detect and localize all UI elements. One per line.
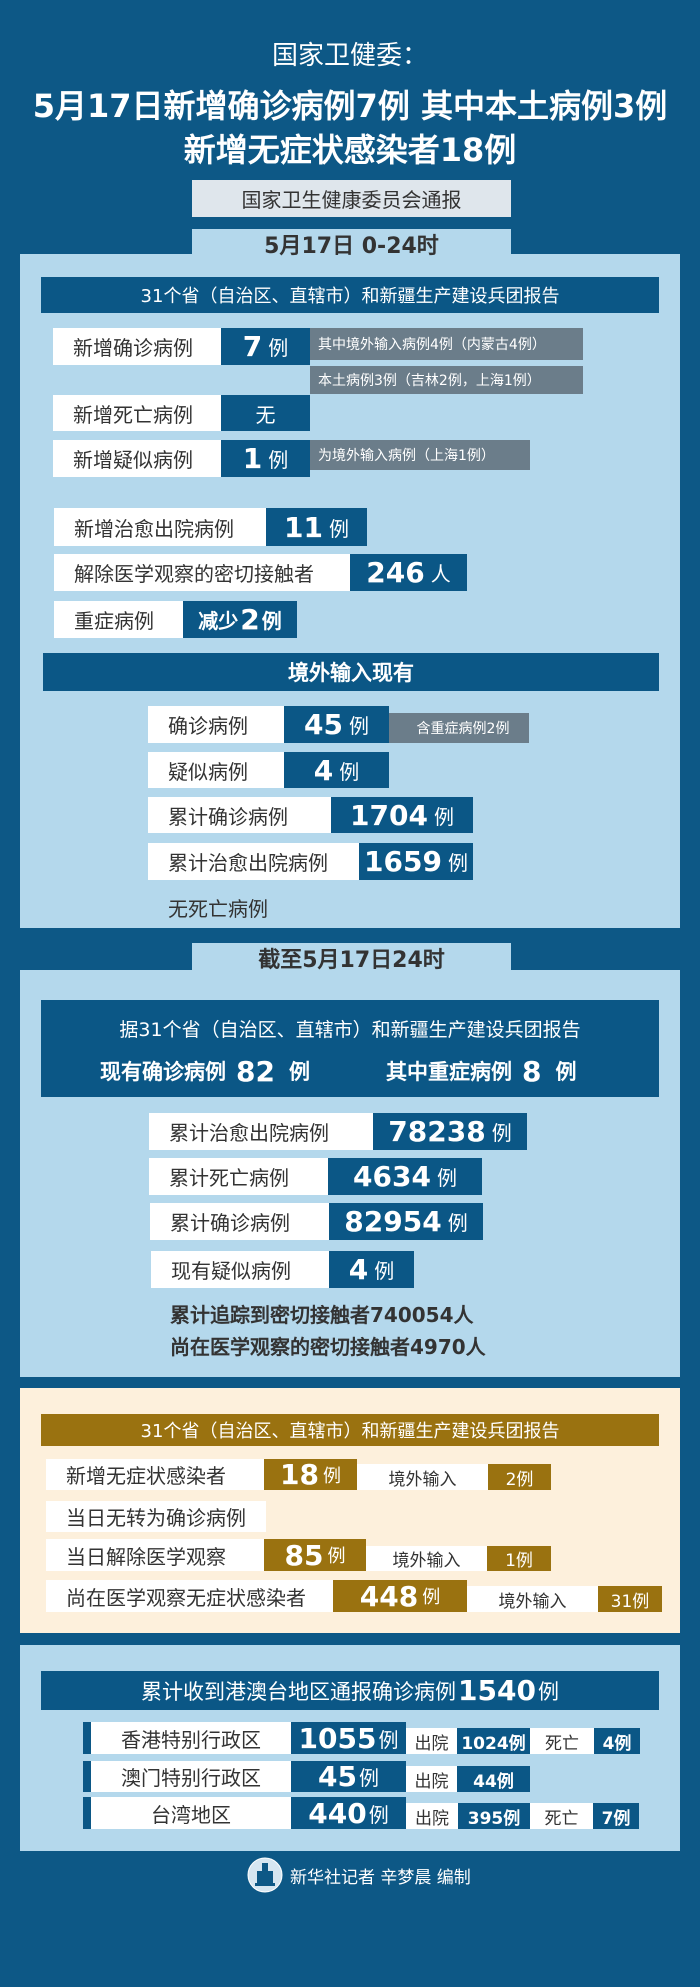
region-value: 440 例 (291, 1797, 406, 1830)
row-note: 为境外输入病例（上海1例） (310, 440, 530, 470)
row-label: 尚在医学观察无症状感染者 (46, 1580, 333, 1612)
row-stripe (83, 1722, 91, 1754)
discharged-value: 395例 (458, 1803, 530, 1829)
contacts-observed: 尚在医学观察的密切接触者4970人 (170, 1334, 486, 1359)
daily-report-bar: 31个省（自治区、直辖市）和新疆生产建设兵团报告 (41, 277, 659, 313)
row-label: 新增疑似病例 (53, 440, 221, 477)
row-note: 本土病例3例（吉林2例，上海1例） (310, 366, 583, 394)
death-value: 4例 (594, 1728, 640, 1754)
region-label: 澳门特别行政区 (91, 1761, 291, 1792)
discharged-value: 44例 (457, 1766, 530, 1792)
row-value: 82954 例 (329, 1203, 483, 1240)
row-value: 4634 例 (328, 1158, 482, 1195)
row-value: 1704 例 (331, 797, 473, 833)
row-label: 新增死亡病例 (53, 395, 221, 431)
current-confirmed: 现有确诊病例 82 例 (100, 1054, 310, 1088)
daily-tab-label: 5月17日 0-24时 (264, 234, 439, 259)
row-value: 18 例 (264, 1458, 357, 1491)
imported-label: 境外输入 (366, 1546, 487, 1571)
row-value: 246 人 (350, 554, 467, 591)
current-severe: 其中重症病例 8 例 (386, 1054, 577, 1088)
row-value: 减少 2 例 (183, 601, 297, 638)
row-label: 累计治愈出院病例 (148, 843, 359, 880)
row-value: 85 例 (264, 1539, 366, 1572)
row-value: 45 例 (284, 706, 389, 743)
row-stripe (83, 1761, 91, 1792)
row-label: 重症病例 (54, 601, 183, 638)
imported-title-bar: 境外输入现有 (43, 653, 659, 691)
row-note: 含重症病例2例 (389, 713, 529, 743)
discharged-label: 出院 (406, 1766, 457, 1792)
hmt-title-bar: 累计收到港澳台地区通报确诊病例 1540 例 (41, 1671, 659, 1710)
headline-2: 新增无症状感染者18例 (183, 131, 517, 169)
cumulative-tab-label: 截至5月17日24时 (258, 948, 445, 973)
row-label: 确诊病例 (148, 706, 284, 743)
region-value: 45 例 (291, 1760, 406, 1793)
row-label: 当日无转为确诊病例 (46, 1501, 266, 1532)
row-label: 新增无症状感染者 (46, 1459, 264, 1490)
row-label: 累计治愈出院病例 (149, 1113, 373, 1150)
notice-box: 国家卫生健康委员会通报 (192, 180, 511, 217)
cumulative-report-text: 据31个省（自治区、直辖市）和新疆生产建设兵团报告 (119, 1018, 581, 1041)
discharged-label: 出院 (406, 1803, 458, 1829)
footer-credit: 新华社记者 辛梦晨 编制 (290, 1867, 471, 1888)
death-value: 7例 (593, 1803, 639, 1829)
asymptomatic-report-bar: 31个省（自治区、直辖市）和新疆生产建设兵团报告 (41, 1414, 659, 1446)
cumulative-tab (192, 943, 511, 973)
contacts-traced: 累计追踪到密切接触者740054人 (170, 1302, 474, 1327)
imported-value: 1例 (487, 1546, 551, 1571)
imported-label: 境外输入 (467, 1586, 598, 1612)
row-label: 新增确诊病例 (53, 328, 221, 365)
death-label: 死亡 (530, 1803, 593, 1829)
row-label: 当日解除医学观察 (46, 1539, 264, 1571)
discharged-value: 1024例 (457, 1728, 530, 1754)
xinhua-logo-icon (247, 1857, 283, 1893)
row-value: 448 例 (333, 1580, 467, 1613)
row-label: 现有疑似病例 (151, 1251, 329, 1288)
row-stripe (83, 1797, 91, 1829)
row-label: 疑似病例 (148, 752, 284, 788)
row-label: 新增治愈出院病例 (54, 508, 266, 546)
cumulative-report-box (41, 1000, 659, 1097)
row-label: 解除医学观察的密切接触者 (54, 554, 350, 591)
region-label: 香港特别行政区 (91, 1722, 291, 1754)
no-death-text: 无死亡病例 (168, 896, 268, 921)
headline-1: 5月17日新增确诊病例7例 其中本土病例3例 (32, 87, 668, 125)
imported-label: 境外输入 (357, 1464, 488, 1490)
death-label: 死亡 (530, 1728, 594, 1754)
region-label: 台湾地区 (91, 1797, 291, 1829)
source-title: 国家卫健委： (271, 40, 428, 71)
row-value: 无 (221, 395, 310, 431)
row-value: 78238 例 (373, 1113, 527, 1150)
row-note: 其中境外输入病例4例（内蒙古4例） (310, 328, 583, 360)
row-value: 1659 例 (359, 843, 473, 880)
imported-value: 2例 (488, 1464, 551, 1490)
row-label: 累计确诊病例 (150, 1203, 329, 1240)
row-label: 累计确诊病例 (148, 797, 331, 833)
region-value: 1055 例 (291, 1722, 406, 1755)
imported-value: 31例 (598, 1586, 662, 1612)
row-value: 11 例 (266, 508, 367, 546)
discharged-label: 出院 (406, 1728, 457, 1754)
row-label: 累计死亡病例 (149, 1158, 328, 1195)
